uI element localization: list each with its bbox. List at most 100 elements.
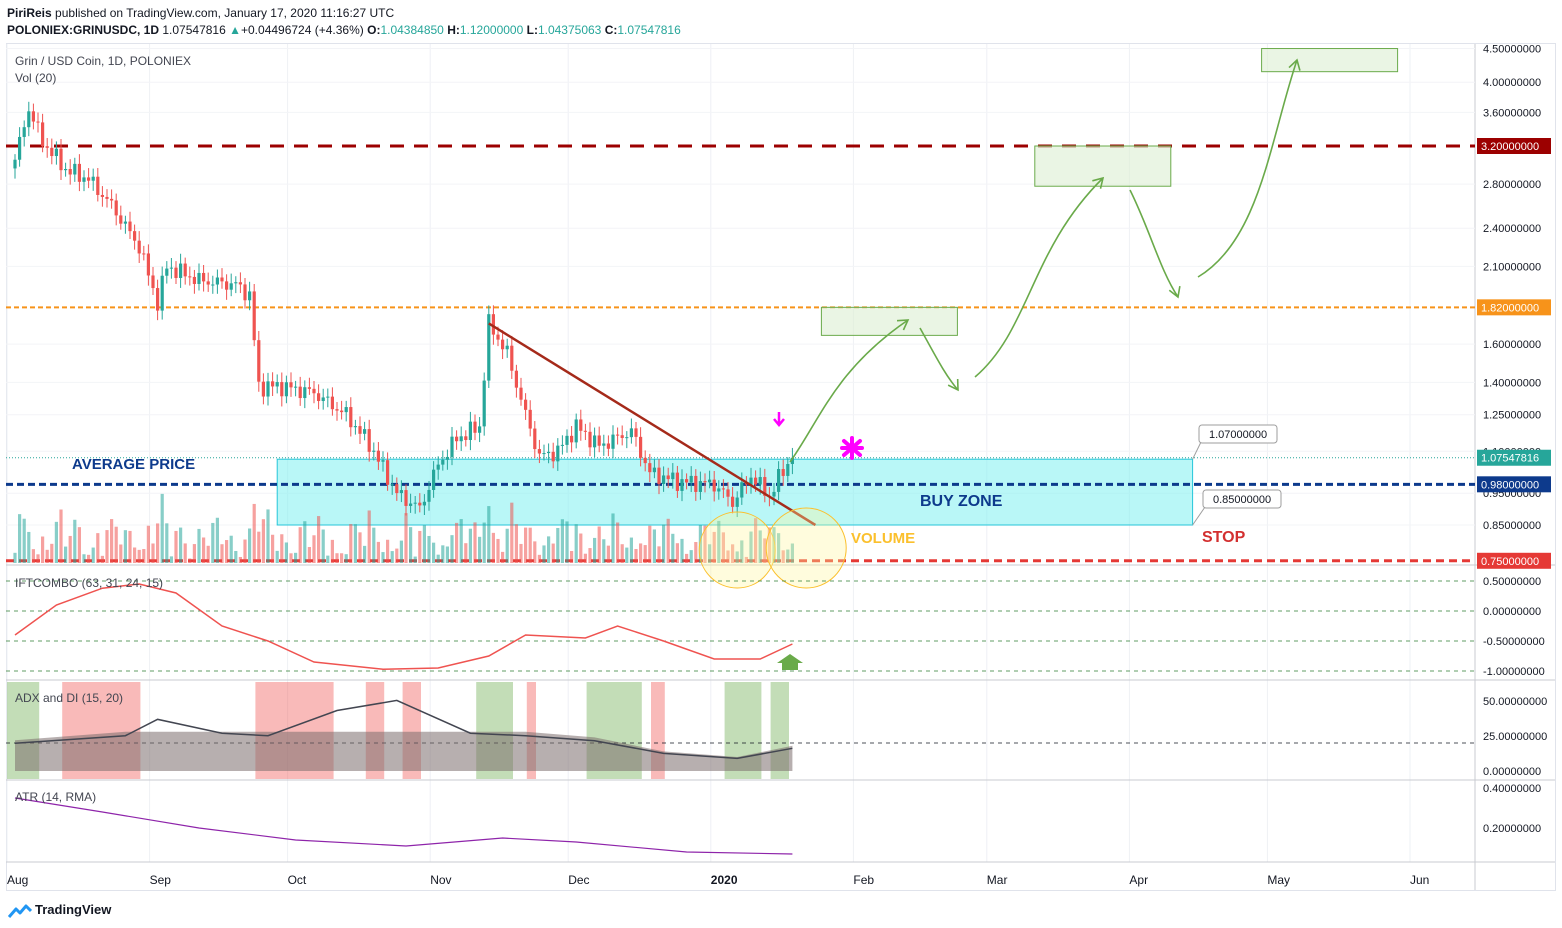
candle-body (731, 496, 735, 507)
candle-body (570, 435, 574, 443)
candle-body (128, 221, 132, 232)
candle-body (551, 451, 555, 462)
volume-bar (261, 519, 265, 563)
candle-body (404, 490, 408, 506)
candle-body (206, 281, 210, 285)
volume-bar (27, 531, 31, 563)
volume-bar (45, 549, 49, 563)
volume-bar (202, 537, 206, 563)
candle-body (758, 477, 762, 485)
open-value: 1.04384850 (380, 23, 444, 37)
candle-body (721, 488, 725, 490)
volume-bar (395, 548, 399, 563)
atr-line (14, 797, 793, 855)
candle-body (772, 491, 776, 497)
author-name[interactable]: PiriReis (7, 6, 52, 20)
candle-body (441, 459, 445, 465)
candle-body (312, 388, 316, 394)
volume-bar (666, 518, 670, 563)
atr-title: ATR (14, RMA) (15, 790, 96, 804)
volume-bar (501, 551, 505, 563)
candle-body (459, 436, 463, 442)
volume-bar (528, 527, 532, 563)
volume-bar (731, 544, 735, 563)
adx-tick-label: 25.00000000 (1483, 731, 1547, 743)
volume-bar (64, 546, 68, 563)
candle-body (445, 456, 449, 460)
candle-body (689, 475, 693, 483)
volume-bar (432, 542, 436, 563)
candle-body (248, 291, 252, 301)
volume-bar (652, 529, 656, 563)
y-tick-label: 1.60000000 (1483, 339, 1541, 351)
candle-body (749, 477, 753, 485)
candle-body (381, 460, 385, 462)
volume-bar (188, 558, 192, 563)
x-tick-label: Oct (288, 873, 307, 887)
stop-label: STOP (1202, 529, 1246, 546)
candle-body (160, 275, 164, 311)
volume-bar (754, 518, 758, 563)
candle-body (133, 231, 137, 241)
price-chart[interactable]: Aug Sep Oct Nov Dec 2020 Feb Mar Apr May Jun 4.5000… (0, 0, 1562, 900)
candle-body (243, 284, 247, 301)
volume-bar (266, 509, 270, 563)
candle-body (685, 479, 689, 483)
candle-body (560, 444, 564, 446)
high-value: 1.12000000 (459, 23, 524, 37)
candle-body (238, 282, 242, 285)
candle-body (261, 381, 265, 397)
volume-bar (671, 533, 675, 563)
volume-bar (533, 541, 537, 563)
volume-bar (381, 552, 385, 563)
candle-body (666, 475, 670, 480)
volume-bar (721, 532, 725, 563)
candle-body (781, 469, 785, 476)
candle-body (91, 176, 95, 181)
x-tick-label: Sep (150, 873, 172, 887)
y-tick-label: 4.00000000 (1483, 77, 1541, 89)
adx-title: ADX and DI (15, 20) (15, 691, 123, 705)
candle-body (192, 276, 196, 284)
trend-line (488, 322, 817, 527)
volume-bar (156, 523, 160, 563)
volume-bar (22, 518, 26, 563)
y-tick-label: 3.60000000 (1483, 107, 1541, 119)
tradingview-brand[interactable]: TradingView (7, 902, 111, 918)
callout-connector (1192, 506, 1206, 526)
candle-body (606, 443, 610, 449)
candle-body (478, 426, 482, 433)
volume-highlight-circle (765, 507, 847, 589)
volume-bar (422, 525, 426, 563)
candle-body (386, 460, 390, 485)
candle-body (114, 200, 118, 216)
candle-body (31, 111, 35, 122)
volume-bar (570, 551, 574, 563)
y-tick-label: 1.25000000 (1483, 410, 1541, 422)
candle-body (547, 451, 551, 454)
x-tick-label: Apr (1129, 873, 1148, 887)
volume-bar (376, 541, 380, 563)
volume-bar (252, 503, 256, 563)
open-label: O: (367, 23, 381, 37)
volume-bar (248, 528, 252, 563)
volume-bar (560, 519, 564, 563)
volume-bar (597, 526, 601, 563)
volume-bar (229, 535, 233, 563)
target-box (820, 306, 958, 336)
candle-body (87, 177, 91, 181)
candle-body (505, 345, 509, 350)
level-price-label: 1.82000000 (1481, 302, 1539, 314)
price-change: +0.04496724 (+4.36%) (241, 23, 364, 37)
candle-body (284, 382, 288, 397)
volume-bar (537, 554, 541, 563)
chart-title: Grin / USD Coin, 1D, POLONIEX (15, 54, 191, 68)
candle-body (703, 481, 707, 483)
x-tick-label: Nov (430, 873, 451, 887)
volume-bar (643, 545, 647, 563)
volume-bar (335, 553, 339, 563)
volume-highlight-circle (698, 511, 776, 589)
volume-bar (478, 536, 482, 563)
volume-legend: Vol (20) (15, 71, 56, 85)
candle-body (22, 127, 26, 137)
